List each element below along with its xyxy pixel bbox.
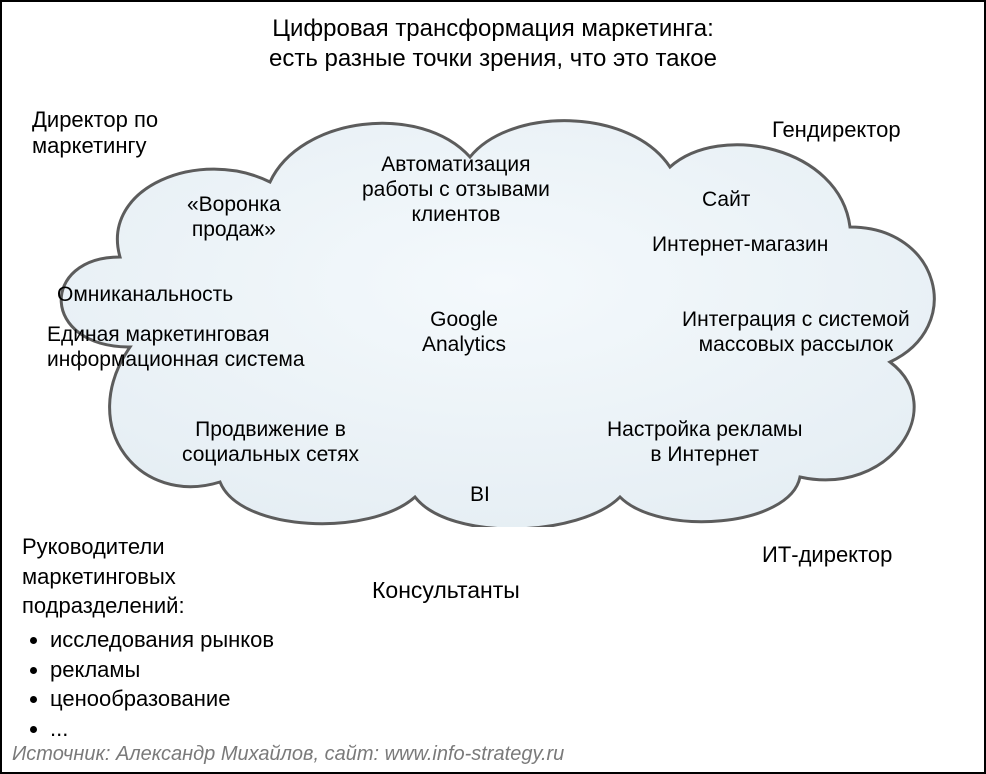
cloud-item-ad-setup: Настройка рекламы в Интернет — [607, 417, 802, 467]
cloud-item-bi: BI — [470, 482, 490, 507]
cloud-item-mass-mail: Интеграция с системой массовых рассылок — [682, 307, 910, 357]
list-item: ценообразование — [50, 684, 274, 714]
cloud-item-site: Сайт — [702, 187, 750, 212]
role-consultants: Консультанты — [372, 577, 520, 605]
cloud-item-social-promotion: Продвижение в социальных сетях — [182, 417, 359, 467]
diagram-canvas: Цифровая трансформация маркетинга: есть … — [0, 0, 986, 774]
role-ceo: Гендиректор — [772, 117, 901, 143]
role-heads-title: Руководители маркетинговых подразделений… — [22, 532, 274, 621]
cloud-item-online-store: Интернет-магазин — [652, 232, 828, 257]
page-title: Цифровая трансформация маркетинга: есть … — [2, 14, 984, 74]
cloud-item-unified-is: Единая маркетинговая информационная сист… — [47, 322, 305, 372]
role-heads-list: исследования рынков рекламы ценообразова… — [22, 625, 274, 744]
cloud-item-sales-funnel: «Воронка продаж» — [187, 192, 281, 242]
title-line2: есть разные точки зрения, что это такое — [269, 45, 717, 72]
cloud-item-google-analytics: Google Analytics — [422, 307, 506, 357]
list-item: ... — [50, 714, 274, 744]
list-item: исследования рынков — [50, 625, 274, 655]
role-it-director: ИТ-директор — [762, 542, 892, 568]
cloud-item-review-automation: Автоматизация работы с отзывами клиентов — [362, 152, 550, 228]
title-line1: Цифровая трансформация маркетинга: — [272, 15, 714, 42]
source-attribution: Источник: Александр Михайлов, сайт: www.… — [12, 743, 564, 766]
role-heads-block: Руководители маркетинговых подразделений… — [22, 532, 274, 744]
list-item: рекламы — [50, 655, 274, 685]
cloud-item-omnichannel: Омниканальность — [57, 282, 233, 307]
role-marketing-director: Директор по маркетингу — [32, 107, 158, 160]
